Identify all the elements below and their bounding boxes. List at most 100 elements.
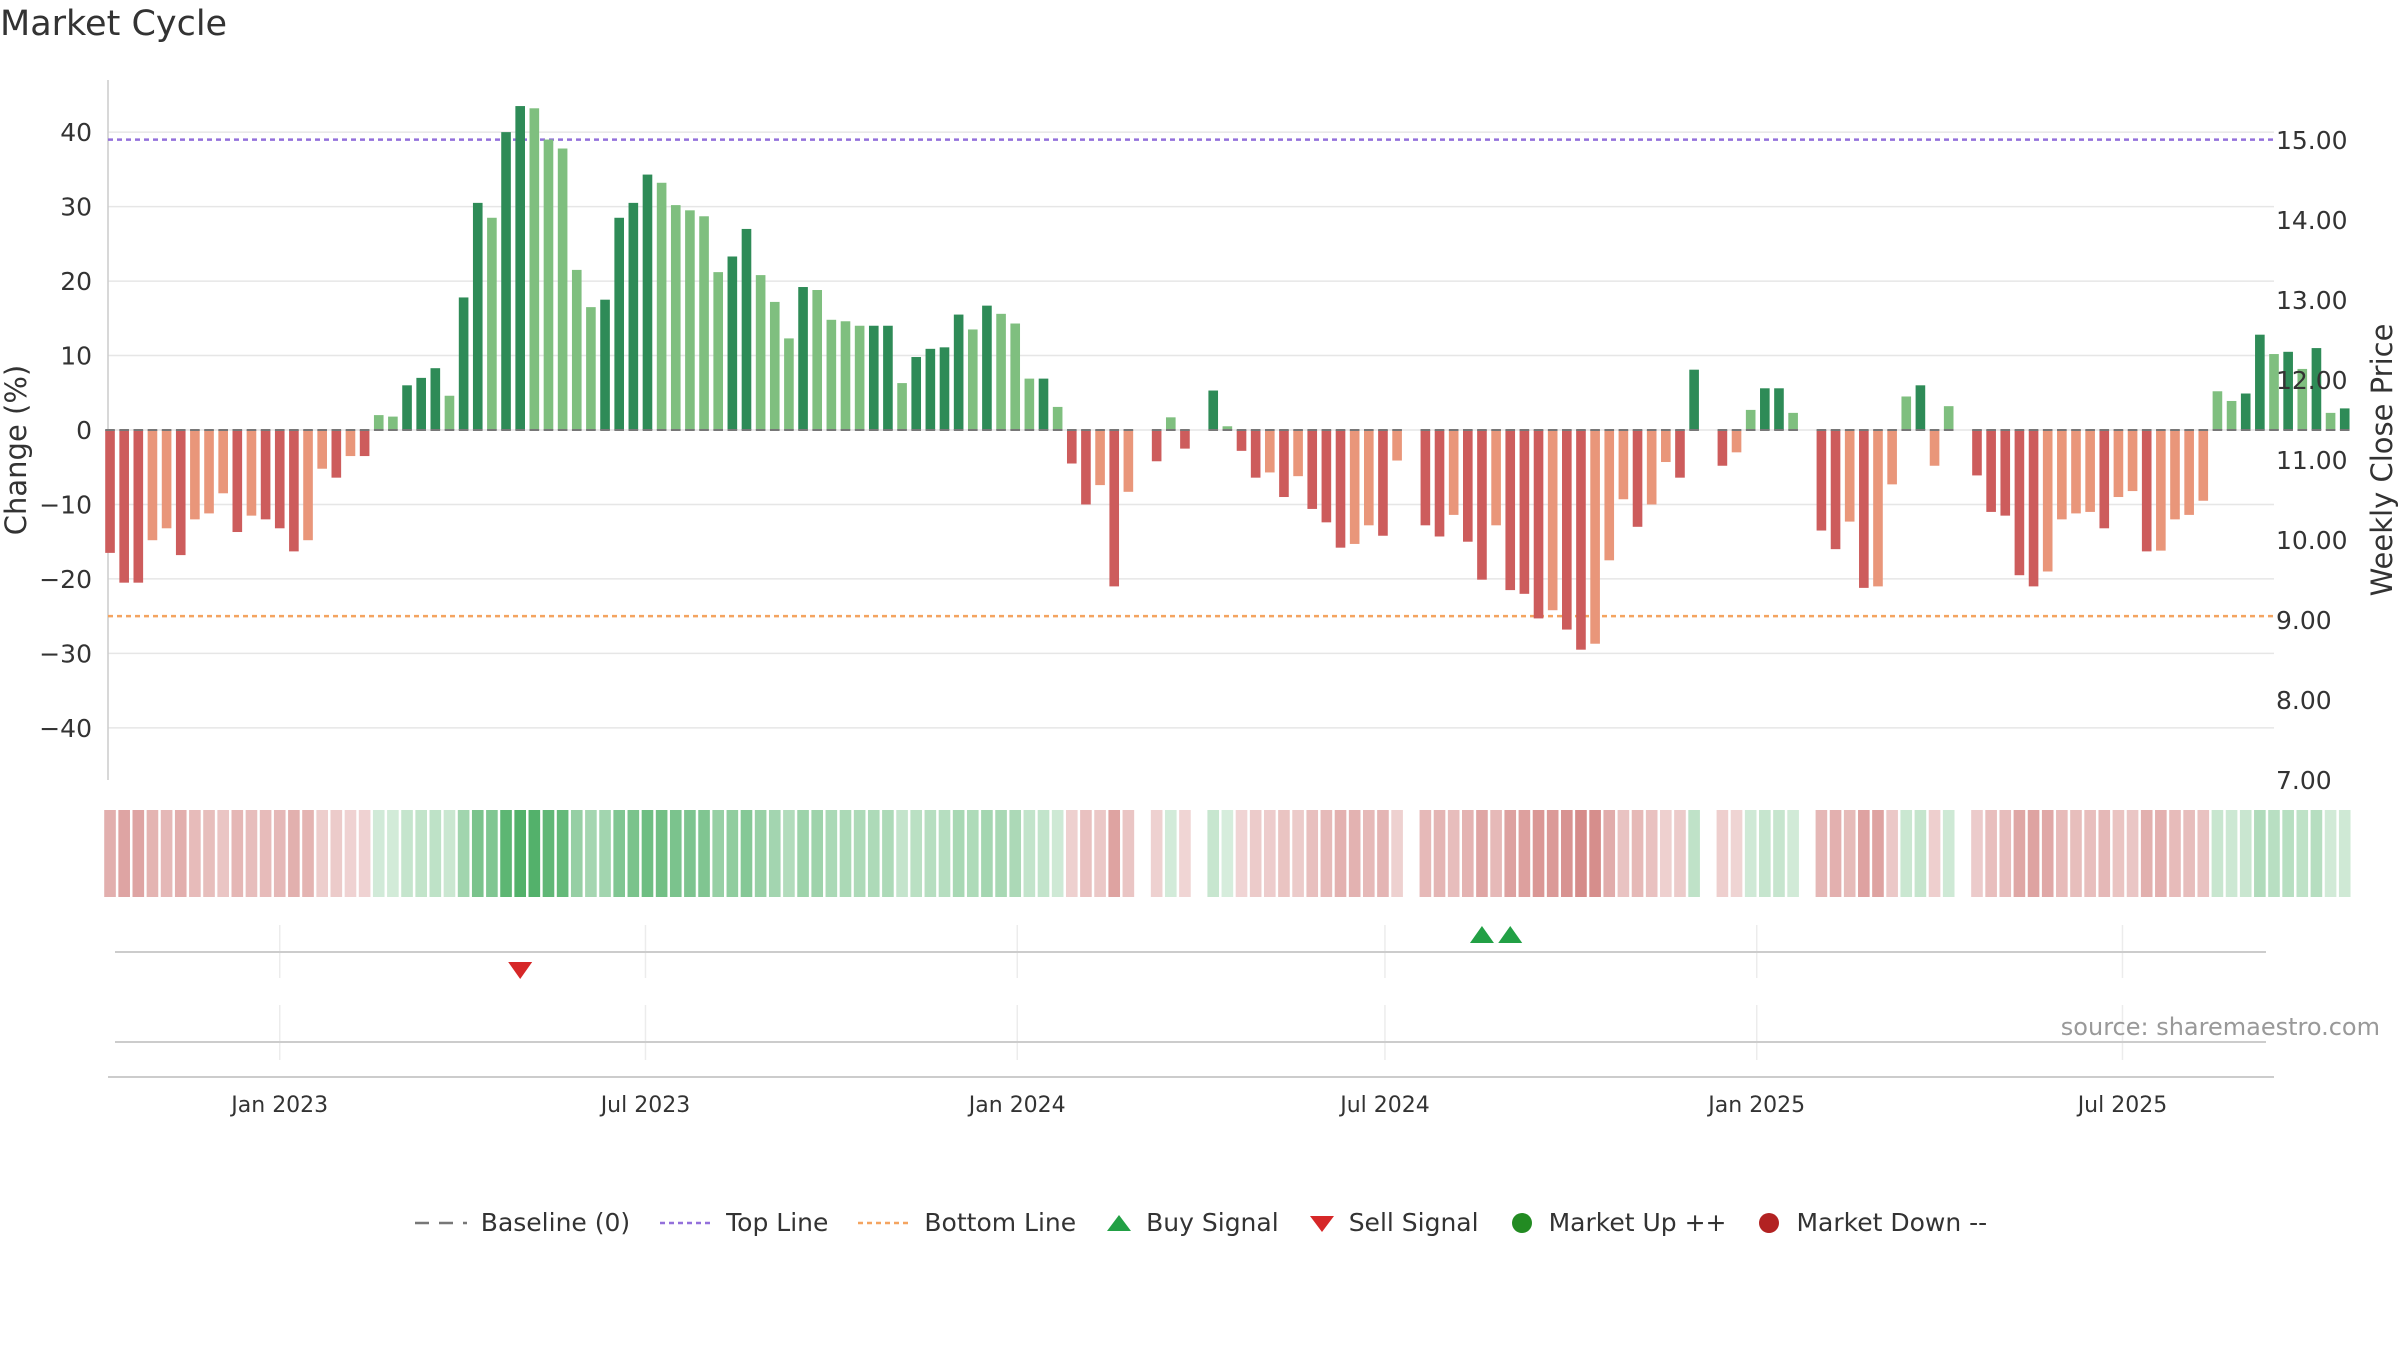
regime-cell	[542, 810, 555, 897]
regime-cell	[1759, 810, 1771, 897]
legend: Baseline (0) Top Line Bottom Line Buy Signa…	[0, 1208, 2400, 1237]
bar-positive	[670, 205, 681, 430]
regime-cell	[174, 810, 187, 897]
regime-cell	[231, 810, 244, 897]
bar-negative	[1717, 430, 1728, 466]
bar-negative	[2170, 430, 2180, 520]
bars	[105, 106, 2350, 650]
regime-cell	[1858, 810, 1870, 897]
x-tick-label: Jan 2025	[1706, 1093, 1805, 1118]
bar-negative	[2184, 430, 2194, 515]
regime-cell	[1985, 810, 1997, 897]
regime-cell	[1688, 810, 1700, 897]
regime-cell	[1773, 810, 1785, 897]
bar-positive	[2283, 351, 2293, 430]
x-tick-label: Jul 2023	[599, 1093, 691, 1118]
regime-cell	[1051, 810, 1064, 897]
regime-cell	[952, 810, 965, 897]
bar-negative	[1293, 430, 1303, 477]
bar-negative	[359, 430, 370, 457]
regime-cell	[1942, 810, 1955, 897]
regime-cell	[514, 810, 526, 897]
regime-cell	[415, 810, 427, 897]
bar-positive	[571, 269, 582, 430]
regime-cell	[1122, 810, 1135, 897]
bar-positive	[388, 416, 398, 430]
regime-cell	[981, 810, 993, 897]
legend-item-sell: Sell Signal	[1307, 1208, 1479, 1237]
regime-cell	[1476, 810, 1488, 897]
bar-positive	[713, 272, 724, 430]
bar-negative	[119, 430, 129, 583]
bar-positive	[1024, 378, 1035, 430]
bar-positive	[2311, 348, 2322, 430]
regime-cell	[1490, 810, 1502, 897]
regime-cell	[2324, 810, 2337, 897]
regime-cell	[1377, 810, 1389, 897]
bar-positive	[656, 182, 667, 430]
regime-cell	[273, 810, 286, 897]
regime-cell	[1660, 810, 1672, 897]
regime-cell	[528, 810, 541, 897]
bar-positive	[1010, 323, 1021, 430]
buy-signal-marker	[1469, 926, 1494, 943]
dashed-line-icon	[414, 1221, 467, 1224]
regime-cell	[655, 810, 668, 897]
dotted-line-icon	[660, 1221, 713, 1224]
bar-negative	[1477, 430, 1487, 580]
bar-negative	[1321, 430, 1332, 523]
regime-cell	[1589, 810, 1601, 897]
bar-negative	[289, 430, 299, 552]
regime-cell	[471, 810, 484, 897]
regime-cell	[768, 810, 781, 897]
bar-negative	[2099, 430, 2110, 529]
bar-positive	[982, 305, 992, 430]
regime-cell	[1914, 810, 1927, 897]
bar-negative	[2071, 430, 2081, 514]
y-tick-label: −10	[39, 490, 92, 519]
regime-cell	[2268, 810, 2280, 897]
bar-negative	[1066, 430, 1077, 464]
bar-negative	[1986, 430, 1996, 512]
bar-negative	[1519, 430, 1530, 594]
regime-cell	[1999, 810, 2012, 897]
legend-label: Sell Signal	[1348, 1208, 1479, 1237]
bar-positive	[487, 217, 497, 430]
regime-cell	[1419, 810, 1432, 897]
regime-cell	[2310, 810, 2323, 897]
bar-negative	[2085, 430, 2095, 512]
bar-positive	[628, 202, 639, 430]
bar-positive	[812, 290, 823, 430]
regime-cell	[1179, 810, 1191, 897]
regime-cell	[2098, 810, 2111, 897]
bar-negative	[1590, 430, 1600, 644]
bar-negative	[1505, 430, 1516, 591]
regime-cell	[1249, 810, 1262, 897]
bar-positive	[1165, 417, 1176, 430]
y-right-tick-label: 10.00	[2276, 526, 2348, 555]
regime-cell	[1108, 810, 1121, 897]
y-right-tick-label: 9.00	[2276, 606, 2332, 635]
bar-negative	[1264, 430, 1275, 473]
regime-cell	[1787, 810, 1799, 897]
regime-cell	[585, 810, 597, 897]
bar-negative	[1830, 430, 1841, 550]
regime-cell	[372, 810, 385, 897]
bar-negative	[147, 430, 158, 541]
bar-negative	[2057, 430, 2067, 520]
regime-cell	[797, 810, 809, 897]
bar-negative	[2141, 430, 2152, 552]
bar-negative	[204, 430, 214, 514]
bar-positive	[699, 216, 709, 430]
bar-positive	[1038, 378, 1049, 430]
regime-cell	[1730, 810, 1743, 897]
bar-positive	[727, 256, 738, 430]
regime-cell	[2183, 810, 2195, 897]
y-tick-label: −30	[39, 639, 92, 668]
bar-positive	[2297, 368, 2308, 430]
regime-cell	[1009, 810, 1022, 897]
regime-cell	[245, 810, 258, 897]
regime-cell	[217, 810, 229, 897]
regime-cell	[1164, 810, 1177, 897]
bar-negative	[1873, 430, 1883, 587]
